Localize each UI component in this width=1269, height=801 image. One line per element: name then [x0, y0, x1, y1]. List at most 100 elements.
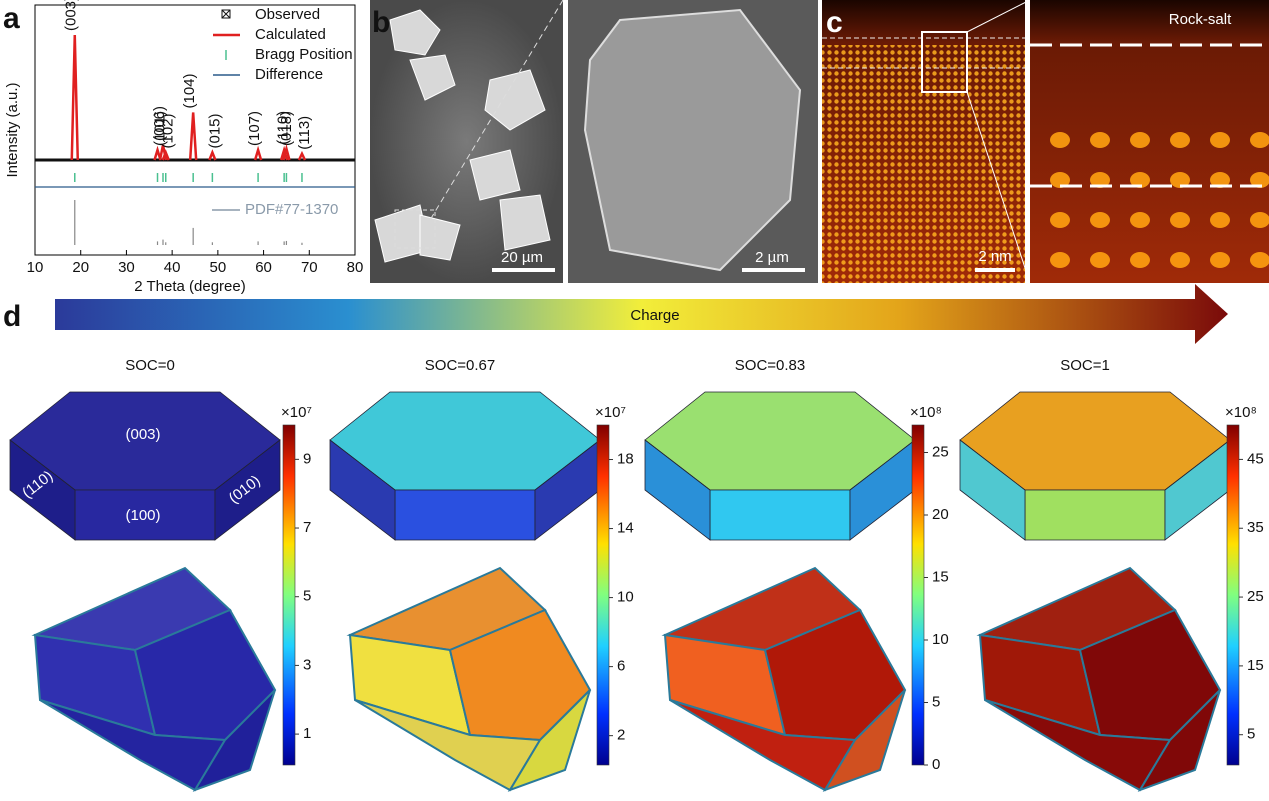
xrd-plot: 2 Theta (degree) Intensity (a.u.) Observ… — [4, 4, 356, 295]
peak-label: (113) — [296, 116, 313, 150]
x-tick-label: 10 — [27, 259, 44, 276]
colorbar-tick-label: 10 — [932, 631, 949, 648]
crystal — [664, 567, 906, 791]
x-tick-label: 20 — [72, 259, 89, 276]
legend-label: Calculated — [255, 26, 326, 43]
scale-bar-label: 2 µm — [755, 249, 789, 266]
colorbar-exponent: ×10⁸ — [1225, 404, 1257, 421]
column-title: SOC=0.67 — [425, 357, 495, 374]
peak-label: (018) — [278, 111, 295, 146]
column-title: SOC=0.83 — [735, 357, 805, 374]
colorbar-tick-label: 5 — [1247, 726, 1255, 743]
colorbar-tick-label: 1 — [303, 725, 311, 742]
x-axis-label: 2 Theta (degree) — [134, 278, 245, 295]
legend-label: Observed — [255, 6, 320, 23]
colorbar-tick-label: 45 — [1247, 450, 1264, 467]
colorbar-tick-label: 15 — [1247, 657, 1264, 674]
zoom-line — [966, 0, 1031, 33]
plates: (003) (110) (100) (010) — [9, 391, 1231, 541]
peak — [253, 145, 263, 161]
zoom-box — [921, 31, 968, 93]
peak-label: (015) — [206, 113, 223, 148]
colorbar-tick-label: 15 — [932, 568, 949, 585]
arrow-label: Charge — [630, 307, 679, 324]
plate — [959, 391, 1231, 541]
panel-label: c — [826, 6, 843, 39]
peak-label: (107) — [246, 111, 263, 146]
colorbar — [911, 424, 925, 766]
lattice — [1030, 110, 1269, 283]
peak — [279, 145, 289, 161]
panel-label: b — [372, 6, 390, 39]
colorbar-tick-label: 35 — [1247, 519, 1264, 536]
legend-label: Bragg Position — [255, 46, 353, 63]
x-tick-label: 40 — [164, 259, 181, 276]
colorbar-tick-label: 5 — [303, 588, 311, 605]
zoom-box — [394, 209, 436, 249]
colorbar-exponent: ×10⁷ — [281, 404, 312, 421]
particle — [583, 8, 802, 272]
plot-frame — [34, 4, 356, 256]
peak — [297, 150, 307, 161]
colorbar-tick-label: 9 — [303, 450, 311, 467]
colorbar-tick-label: 6 — [617, 658, 625, 675]
colorbar-tick-label: 2 — [617, 727, 625, 744]
crystal — [34, 567, 276, 791]
panel-label: d — [3, 300, 21, 333]
crystal — [979, 567, 1221, 791]
peak — [208, 149, 217, 161]
scale-bar-label: 20 µm — [501, 249, 543, 266]
y-axis-label: Intensity (a.u.) — [4, 82, 21, 177]
x-tick-label: 80 — [347, 259, 364, 276]
zoom-line — [966, 91, 1031, 284]
plate — [644, 391, 916, 541]
x-tick-label: 70 — [301, 259, 318, 276]
facet-label: (003) — [125, 426, 160, 443]
colorbar — [596, 424, 610, 766]
colorbar-exponent: ×10⁷ — [595, 404, 626, 421]
particles — [374, 9, 551, 263]
x-tick-label: 30 — [118, 259, 135, 276]
plate — [329, 391, 601, 541]
colorbar-tick-label: 25 — [1247, 588, 1264, 605]
x-tick-label: 50 — [210, 259, 227, 276]
peak-label: (101) — [151, 111, 168, 146]
legend-label: Difference — [255, 66, 323, 83]
peak-label: (104) — [181, 73, 198, 108]
colorbar-tick-label: 25 — [932, 443, 949, 460]
colorbar-tick-label: 18 — [617, 450, 634, 467]
reference-label: PDF#77-1370 — [245, 201, 338, 218]
colorbar-exponent: ×10⁸ — [910, 404, 942, 421]
colorbar-tick-label: 5 — [932, 693, 940, 710]
peak-label: (006) — [151, 106, 168, 141]
x-tick-label: 60 — [255, 259, 272, 276]
colorbar-tick-label: 7 — [303, 519, 311, 536]
column-title: SOC=1 — [1060, 357, 1110, 374]
peak — [161, 149, 170, 161]
charge-arrow — [55, 284, 1228, 344]
sem-images: 20 µm 2 µm b — [370, 0, 818, 283]
legend-marker — [221, 9, 231, 19]
colorbar-tick-label: 3 — [303, 656, 311, 673]
scale-bar-label: 2 nm — [978, 248, 1011, 265]
panel-label: a — [3, 2, 20, 35]
colorbar-tick-label: 20 — [932, 506, 949, 523]
colorbar-tick-label: 0 — [932, 756, 940, 773]
peak — [188, 112, 198, 161]
column-title: SOC=0 — [125, 357, 175, 374]
zoom-line — [429, 0, 564, 221]
annotation: Rock-salt — [1169, 11, 1232, 28]
peak — [282, 143, 291, 161]
colorbar — [282, 424, 296, 766]
colorbar-tick-label: 14 — [617, 520, 634, 537]
legend-marker — [221, 9, 231, 19]
tem-images: 2 nm Rock-salt c — [822, 0, 1269, 284]
facet-label: (100) — [125, 507, 160, 524]
peak-label: (102) — [160, 113, 177, 148]
peak-label: (003) — [63, 0, 80, 31]
colorbar-tick-label: 10 — [617, 589, 634, 606]
peak-label: (110) — [274, 111, 291, 145]
crystal — [349, 567, 591, 791]
colorbar — [1226, 424, 1240, 766]
